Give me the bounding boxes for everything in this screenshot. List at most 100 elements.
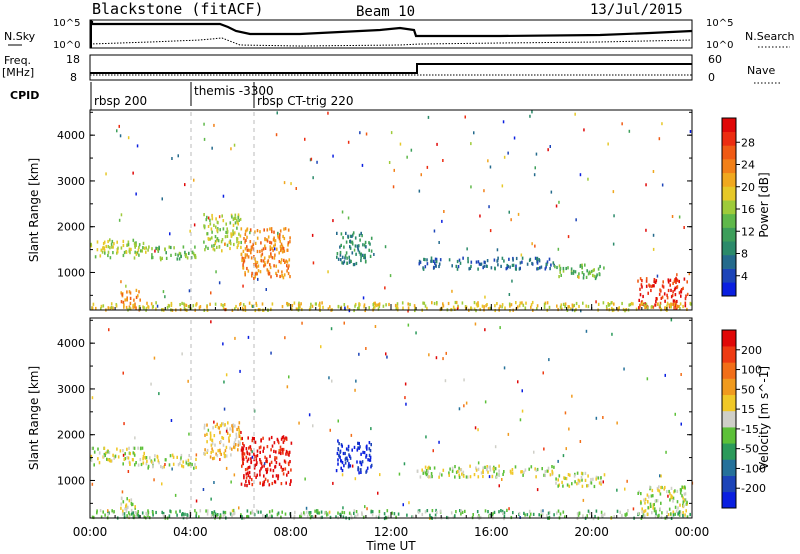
xtick-label: 00:00 — [675, 525, 710, 539]
noise-panel: N.Sky 10^5 10^0 10^5 10^0 N.Search — [4, 18, 795, 51]
colorbar-swatch — [722, 213, 736, 228]
scatter-region — [145, 453, 197, 470]
colorbar-swatch — [722, 378, 736, 396]
colorbar-swatch — [722, 394, 736, 412]
noise-tick-bottom-right: 10^0 — [706, 40, 733, 51]
cpid-label: CPID — [10, 89, 39, 102]
ytick-label: 2000 — [57, 221, 85, 234]
colorbar-swatch — [722, 282, 736, 297]
colorbar-swatch — [722, 427, 736, 444]
colorbar-tick-label: 16 — [741, 203, 755, 216]
colorbar-swatch — [722, 268, 736, 283]
plot-title: Blackstone (fitACF) — [92, 0, 264, 18]
ytick-label: 4000 — [57, 129, 85, 142]
velocity-panel: 1000 2000 3000 4000 Slant Range [km] — [27, 317, 694, 521]
colorbar-tick-label: -50 — [741, 443, 759, 456]
colorbar-tick-label: 200 — [741, 344, 762, 357]
scatter-region — [335, 439, 373, 475]
colorbar-swatch — [722, 254, 736, 269]
colorbar-tick-label: 8 — [741, 248, 748, 261]
scatter-region — [555, 471, 606, 489]
frequency-line — [90, 63, 692, 74]
colorbar-swatch — [722, 159, 736, 174]
colorbar-tick-label: -15 — [741, 423, 759, 436]
power-ylabel: Slant Range [km] — [27, 158, 41, 262]
colorbar-swatch — [722, 475, 736, 493]
nave-tick-top: 60 — [708, 53, 722, 66]
scatter-region — [90, 446, 147, 467]
colorbar-swatch — [722, 131, 736, 146]
colorbar-swatch — [722, 118, 736, 132]
scatter-region — [416, 464, 555, 479]
colorbar-tick-label: 20 — [741, 181, 755, 194]
colorbar-swatch — [722, 172, 736, 187]
velocity-panel-bg — [90, 318, 692, 518]
nsky-line — [90, 20, 693, 38]
scatter-region — [418, 256, 555, 271]
colorbar-swatch — [722, 200, 736, 215]
xtick-label: 00:00 — [73, 525, 108, 539]
colorbar-swatch — [722, 330, 736, 347]
colorbar-swatch — [722, 459, 736, 476]
xtick-label: 12:00 — [374, 525, 409, 539]
xtick-label: 04:00 — [173, 525, 208, 539]
power-yticks: 1000 2000 3000 4000 — [57, 111, 692, 296]
colorbar-tick-label: 12 — [741, 225, 755, 238]
noise-tick-bottom-left: 10^0 — [53, 40, 80, 51]
power-colorbar-label: Power [dB] — [757, 172, 771, 237]
colorbar-swatch — [722, 346, 736, 363]
scatter-region — [145, 245, 197, 262]
cpid-mode-themis: themis -3300 — [194, 84, 274, 98]
scatter-region — [336, 231, 373, 267]
ytick-label: 1000 — [57, 474, 85, 487]
cpid-panel: CPID rbsp 200 themis -3300 rbsp CT-trig … — [10, 82, 353, 110]
velocity-colorbar-label: Velocity [m s^-1] — [757, 366, 771, 470]
scatter-region — [203, 213, 242, 253]
ytick-label: 3000 — [57, 383, 85, 396]
colorbar-swatch — [722, 227, 736, 242]
velocity-yticks: 1000 2000 3000 4000 — [57, 319, 692, 504]
ytick-label: 3000 — [57, 175, 85, 188]
freq-unit-label: [MHz] — [2, 66, 34, 79]
colorbar-tick-label: 4 — [741, 270, 748, 283]
sparse-echoes — [91, 318, 694, 520]
colorbar-tick-label: 50 — [741, 383, 755, 396]
scatter-region — [240, 435, 293, 488]
power-data-layer — [90, 110, 692, 313]
colorbar-swatch — [722, 410, 736, 428]
colorbar-tick-label: 24 — [741, 159, 755, 172]
scatter-region — [203, 421, 242, 461]
time-axis: 00:00 04:00 08:00 12:00 16:00 20:00 00:00 — [73, 304, 710, 539]
velocity-colorbar: 200 100 50 15 -15 -50 -100 -200 Velocity [m s^-… — [721, 329, 771, 509]
colorbar-tick-label: 15 — [741, 403, 755, 416]
colorbar-tick-label: -200 — [741, 482, 766, 495]
freq-tick-top: 18 — [66, 53, 80, 66]
colorbar-swatch — [722, 491, 736, 509]
power-panel: 1000 2000 3000 4000 Slant Range [km] — [27, 109, 693, 313]
colorbar-tick-label: -100 — [741, 462, 766, 475]
noise-tick-top-left: 10^5 — [53, 18, 80, 29]
colorbar-swatch — [722, 145, 736, 160]
beam-label: Beam 10 — [356, 4, 415, 20]
colorbar-swatch — [722, 241, 736, 256]
xtick-label: 20:00 — [574, 525, 609, 539]
time-axis-label: Time UT — [365, 539, 416, 553]
nsearch-label: N.Search — [745, 30, 795, 43]
sparse-echoes — [105, 110, 692, 313]
nsearch-line — [89, 37, 693, 47]
noise-tick-top-right: 10^5 — [706, 18, 733, 29]
frequency-panel: Freq. [MHz] 18 8 60 0 Nave — [2, 53, 780, 84]
ytick-label: 4000 — [57, 337, 85, 350]
cpid-mode-rbsp-ct: rbsp CT-trig 220 — [257, 94, 353, 108]
date-label: 13/Jul/2015 — [590, 2, 683, 18]
xtick-label: 08:00 — [273, 525, 308, 539]
velocity-data-layer — [90, 318, 694, 521]
nave-tick-bottom: 0 — [708, 71, 715, 84]
scatter-region — [90, 238, 147, 260]
freq-label: Freq. — [4, 54, 31, 67]
scatter-region — [554, 263, 605, 281]
freq-tick-bottom: 8 — [70, 71, 77, 84]
nsky-label: N.Sky — [4, 30, 36, 43]
nave-label: Nave — [747, 64, 775, 77]
colorbar-tick-label: 100 — [741, 364, 762, 377]
